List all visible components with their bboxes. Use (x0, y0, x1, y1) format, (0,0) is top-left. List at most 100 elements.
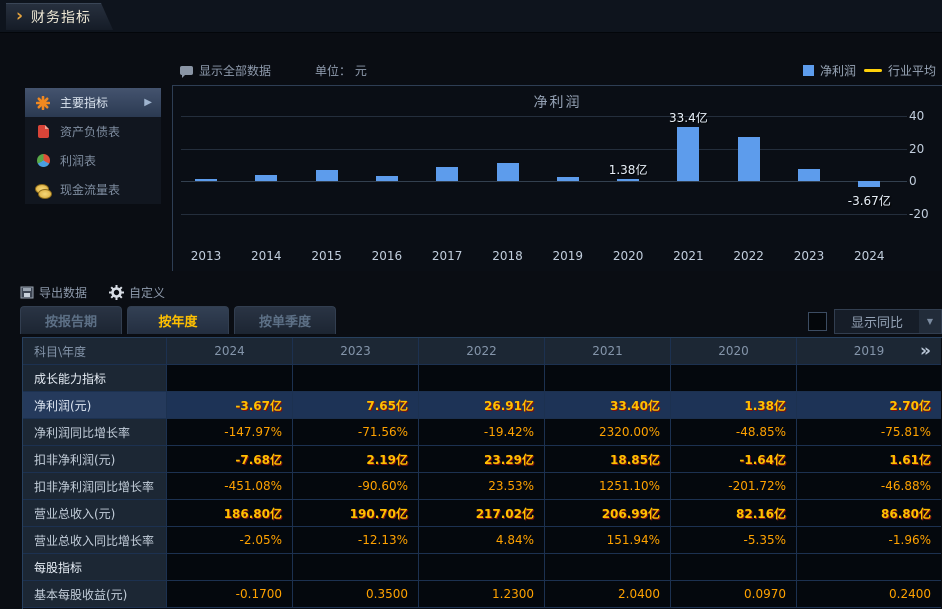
gridline-0 (181, 181, 907, 182)
line-swatch-icon (863, 68, 882, 72)
export-icon (20, 286, 34, 298)
titlebar: › 财务指标 (0, 0, 942, 33)
x-axis-label-2020: 2020 (612, 249, 644, 263)
row-label: 营业总收入同比增长率 (23, 527, 167, 554)
value-cell: 151.94% (545, 527, 671, 554)
table-row-3: 扣非净利润(元) -7.68亿 2.19亿 23.29亿 18.85亿 -1.64亿 1.6… (23, 446, 942, 473)
cell-value: 1.61亿 (889, 452, 931, 467)
value-cell (671, 365, 797, 392)
cell-value: -3.67亿 (235, 398, 282, 413)
sidebar-item-3[interactable]: 现金流量表 (25, 175, 161, 204)
bar-2017[interactable] (436, 167, 459, 181)
cell-value: -12.13% (357, 533, 408, 547)
tab-2[interactable]: 按单季度 (234, 306, 336, 334)
year-header-2022[interactable]: 2022 (419, 338, 545, 365)
coins-icon (35, 182, 52, 199)
bar-2013[interactable] (195, 178, 217, 181)
value-cell (545, 554, 671, 581)
cell-value: 206.99亿 (601, 506, 660, 521)
titlebar-tab-label: 财务指标 (31, 10, 92, 26)
table-row-2: 净利润同比增长率 -147.97% -71.56% -19.42% 2320.00% -4… (23, 419, 942, 446)
bar-2018[interactable] (496, 163, 519, 181)
export-data-button[interactable]: 导出数据 (20, 284, 87, 301)
cell-value: 1.2300 (492, 587, 534, 601)
value-cell: 82.16亿 (671, 500, 797, 527)
bar-2021[interactable] (677, 126, 700, 181)
y-axis-tick: 20 (909, 141, 925, 156)
value-cell: 2.19亿 (293, 446, 419, 473)
value-cell: -0.1700 (167, 581, 293, 608)
bar-2015[interactable] (315, 170, 338, 181)
y-axis-tick: 40 (909, 109, 925, 123)
gridline-20 (181, 148, 907, 150)
cell-value: -5.35% (743, 533, 786, 547)
value-cell: 217.02亿 (419, 500, 545, 527)
bar-swatch-icon (802, 64, 814, 76)
value-cell: 1.61亿 (797, 446, 941, 473)
y-axis-tick: -20 (909, 206, 929, 221)
show-all-data-button[interactable]: 显示全部数据 (180, 62, 271, 79)
submenu-arrow-icon: ▶ (144, 97, 152, 108)
cell-value: 23.53% (488, 479, 534, 493)
sidebar-item-2[interactable]: 利润表 (25, 146, 161, 175)
sidebar-item-0[interactable]: 主要指标 ▶ (25, 88, 161, 117)
bar-2014[interactable] (255, 175, 278, 181)
chevron-right-icon: › (16, 5, 24, 26)
bar-2019[interactable] (556, 176, 579, 181)
bar-2020[interactable] (617, 178, 640, 181)
value-cell: 7.65亿 (293, 392, 419, 419)
value-cell: 2320.00% (545, 419, 671, 446)
bar-2016[interactable] (375, 175, 398, 181)
value-cell: -90.60% (293, 473, 419, 500)
data-label: 33.4亿 (669, 110, 708, 125)
table-row-7: 每股指标 (23, 554, 942, 581)
cell-value: 33.40亿 (610, 398, 660, 413)
chart-title: 净利润 (533, 95, 582, 111)
value-cell: -48.85% (671, 419, 797, 446)
data-label: -3.67亿 (847, 193, 891, 208)
year-header-2019[interactable]: 2019» (797, 338, 941, 365)
value-cell: -1.96% (797, 527, 941, 554)
titlebar-tab-financial-indicators[interactable]: › 财务指标 (6, 3, 113, 30)
year-header-2021[interactable]: 2021 (545, 338, 671, 365)
tab-1[interactable]: 按年度 (127, 306, 229, 334)
show-yoy-dropdown[interactable]: 显示同比 ▼ (834, 309, 942, 334)
year-header-2023[interactable]: 2023 (293, 338, 419, 365)
value-cell: -201.72% (671, 473, 797, 500)
cell-value: 2.0400 (618, 587, 660, 601)
pie-icon (35, 153, 51, 169)
cell-value: -1.96% (888, 533, 931, 547)
tab-0[interactable]: 按报告期 (20, 306, 122, 334)
x-axis-label-2017: 2017 (431, 249, 463, 263)
sidebar-item-1[interactable]: 资产负债表 (25, 117, 161, 146)
value-cell: -19.42% (419, 419, 545, 446)
period-tabs: 按报告期 按年度 按单季度 (20, 306, 336, 334)
table-row-1: 净利润(元) -3.67亿 7.65亿 26.91亿 33.40亿 1.38亿 2.70亿 (23, 392, 942, 419)
cell-value: 186.80亿 (223, 506, 282, 521)
table-row-6: 营业总收入同比增长率 -2.05% -12.13% 4.84% 151.94% -5.35… (23, 527, 942, 554)
cell-value: -1.64亿 (739, 452, 786, 467)
bar-2024[interactable] (858, 181, 881, 187)
gridline--20 (181, 213, 907, 215)
customize-button[interactable]: 自定义 (109, 284, 165, 301)
sidebar-item-label: 主要指标 (60, 96, 109, 110)
row-label: 净利润(元) (23, 392, 167, 419)
value-cell: -5.35% (671, 527, 797, 554)
sidebar-item-label: 现金流量表 (60, 183, 121, 197)
value-cell: 0.3500 (293, 581, 419, 608)
year-header-2020[interactable]: 2020 (671, 338, 797, 365)
row-label: 每股指标 (23, 554, 167, 581)
show-yoy-checkbox[interactable] (808, 312, 827, 331)
value-cell: 1.38亿 (671, 392, 797, 419)
value-cell: 18.85亿 (545, 446, 671, 473)
legend-industry-average-label: 行业平均 (887, 63, 936, 78)
gridline-40 (181, 116, 907, 117)
table-row-8: 基本每股收益(元) -0.1700 0.3500 1.2300 2.0400 0.0970… (23, 581, 942, 608)
year-header-2024[interactable]: 2024 (167, 338, 293, 365)
value-cell: -147.97% (167, 419, 293, 446)
bar-2022[interactable] (737, 137, 760, 181)
chevrons-right-icon[interactable]: » (920, 340, 931, 361)
bar-2023[interactable] (798, 168, 820, 181)
value-cell: 186.80亿 (167, 500, 293, 527)
cell-value: -90.60% (357, 479, 408, 493)
